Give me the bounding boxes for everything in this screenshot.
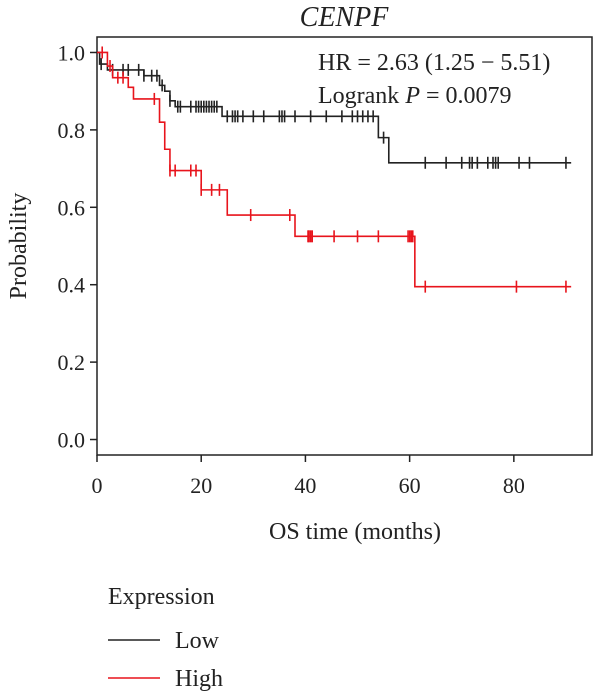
y-tick-label: 1.0 [58,40,86,65]
hazard-ratio-annotation: HR = 2.63 (1.25 − 5.51) [318,50,550,76]
y-axis-label: Probability [6,193,32,300]
legend-label-high: High [175,666,223,692]
series-line-low [97,51,572,164]
y-tick-label: 0.8 [58,118,86,143]
series-high [97,46,572,293]
survival-curves [97,46,572,293]
x-axis-label: OS time (months) [269,519,441,545]
x-tick-label: 40 [294,473,316,498]
legend-title: Expression [108,584,215,610]
y-tick-label: 0.0 [58,428,86,453]
plot-border [96,36,593,456]
x-tick-label: 20 [190,473,212,498]
logrank-prefix: Logrank [318,83,405,109]
legend-label-low: Low [175,628,220,654]
x-tick-label: 60 [399,473,421,498]
logrank-p-symbol: P [404,83,420,109]
logrank-value: = 0.0079 [420,83,512,109]
series-line-high [97,51,572,288]
plot-area [96,36,593,456]
y-tick-label: 0.6 [58,195,86,220]
logrank-annotation: Logrank P = 0.0079 [318,83,512,109]
legend: Expression Low High [108,584,223,692]
chart-title: CENPF [300,2,390,33]
x-tick-label: 80 [503,473,525,498]
y-tick-label: 0.2 [58,350,86,375]
y-axis: 0.0 0.2 0.4 0.6 0.8 1.0 [58,40,97,453]
x-tick-label: 0 [92,473,103,498]
y-tick-label: 0.4 [58,273,86,298]
series-low [97,51,572,169]
x-axis: 0 20 40 60 80 [92,455,525,498]
